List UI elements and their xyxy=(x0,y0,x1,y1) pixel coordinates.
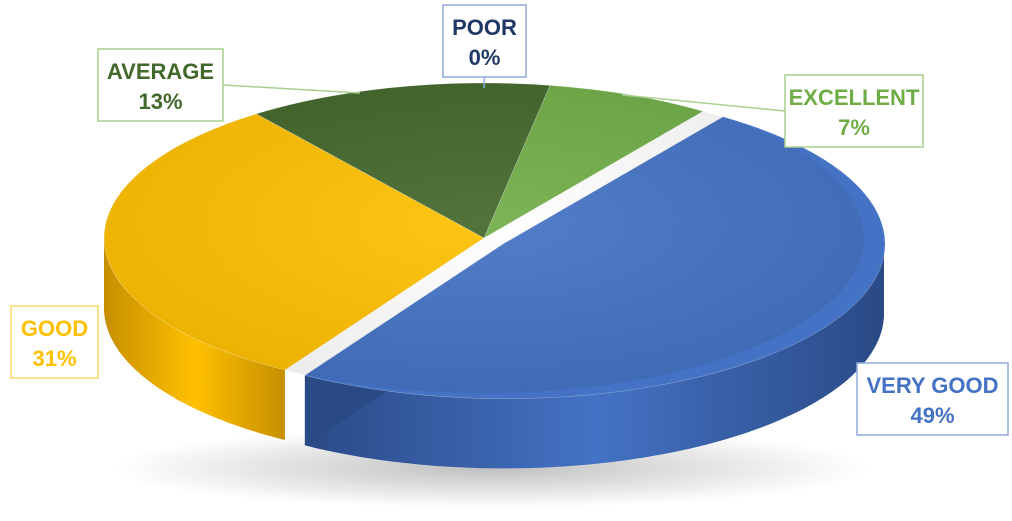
data-label-good: GOOD 31% xyxy=(10,305,99,379)
leader-line xyxy=(222,84,361,94)
data-label-poor: POOR 0% xyxy=(442,4,527,89)
data-labels: POOR 0% EXCELLENT 7% VERY GOOD 49% GOOD 31% AVER… xyxy=(10,4,1009,436)
pie-slice-side-very-good xyxy=(304,243,884,469)
data-label-category: GOOD xyxy=(21,316,88,341)
data-label-box xyxy=(10,305,99,379)
leader-line xyxy=(483,76,486,89)
data-label-category: POOR xyxy=(452,15,517,40)
leader-line xyxy=(621,94,786,112)
data-label-average: AVERAGE 13% xyxy=(97,48,361,122)
data-label-box xyxy=(856,362,1009,436)
data-label-box xyxy=(97,48,224,122)
data-label-box xyxy=(442,4,527,78)
data-label-category: EXCELLENT xyxy=(789,85,920,110)
data-label-value: 31% xyxy=(32,346,76,371)
data-label-very-good: VERY GOOD 49% xyxy=(856,362,1009,436)
data-label-category: AVERAGE xyxy=(107,59,214,84)
data-label-category: VERY GOOD xyxy=(866,373,998,398)
data-label-box xyxy=(784,74,924,148)
data-label-value: 7% xyxy=(838,115,870,140)
data-label-excellent: EXCELLENT 7% xyxy=(621,74,924,148)
data-label-value: 0% xyxy=(469,45,501,70)
data-label-value: 13% xyxy=(138,89,182,114)
data-label-value: 49% xyxy=(910,403,954,428)
